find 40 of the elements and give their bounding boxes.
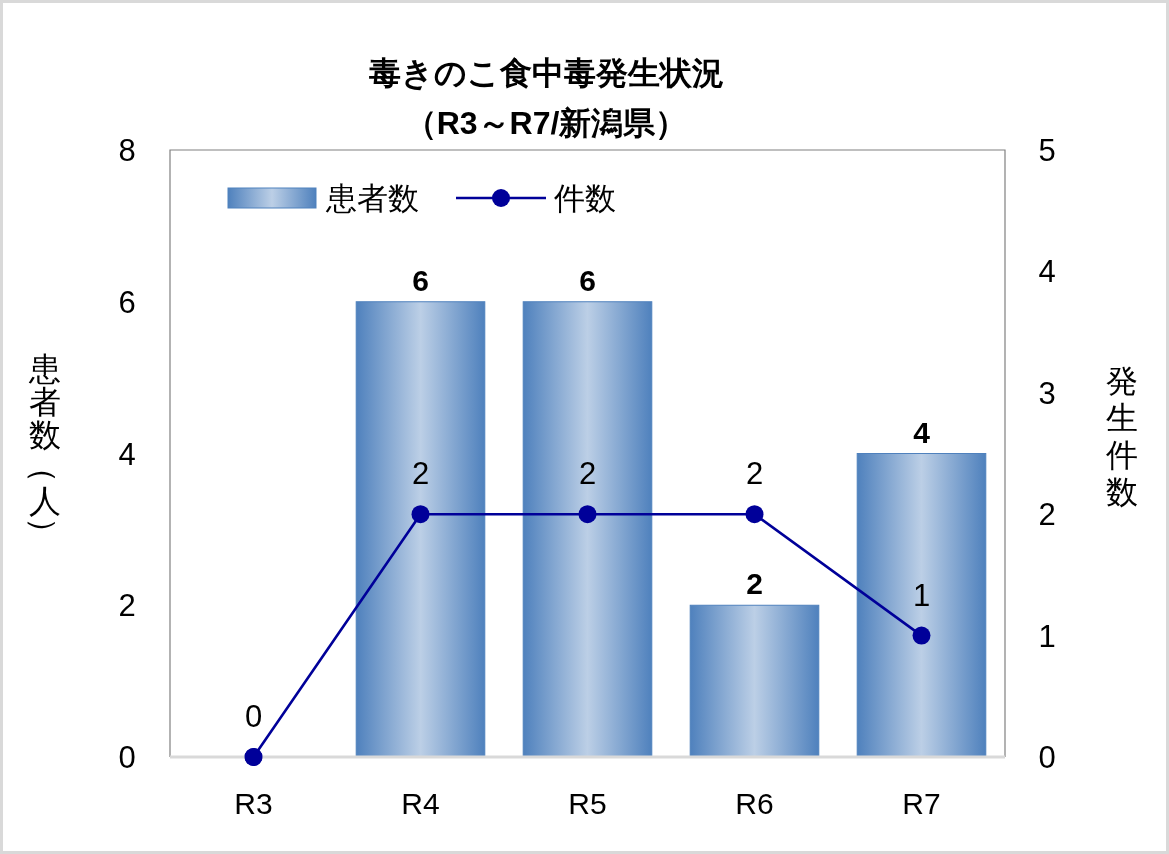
y-tick-label: 4 [118, 436, 136, 472]
y-tick-label: 6 [118, 284, 136, 320]
y2-axis-title: 発生件数 [1106, 362, 1138, 510]
data-label: 1 [912, 577, 931, 613]
data-label: 2 [745, 456, 764, 492]
bar [856, 453, 987, 758]
x-tick-label: R5 [568, 787, 607, 820]
point [912, 626, 931, 645]
y2-tick-label: 4 [1038, 254, 1056, 290]
y2-tick-label: 5 [1038, 133, 1056, 168]
y-tick-label: 2 [118, 588, 136, 624]
data-label: 2 [746, 567, 763, 601]
bar [689, 604, 820, 758]
bar [355, 301, 486, 758]
data-label: 6 [579, 263, 596, 297]
x-tick-label: R4 [401, 787, 440, 820]
x-tick-label: R6 [735, 787, 774, 820]
y2-tick-label: 1 [1038, 618, 1056, 654]
legend-label: 患者数 [325, 181, 419, 216]
chart-title: 毒きのこ食中毒発生状況 [368, 55, 724, 91]
y-tick-label: 8 [118, 133, 136, 168]
x-tick-label: R3 [234, 787, 273, 820]
point [411, 505, 430, 524]
data-label: 2 [578, 456, 597, 492]
data-label: 0 [244, 699, 263, 734]
y2-tick-label: 0 [1038, 740, 1056, 775]
chart-subtitle: （R3～R7/新潟県） [404, 105, 688, 141]
y-axis-title: 患者数（人） [25, 350, 62, 549]
data-label: 2 [411, 456, 430, 492]
y2-tick-label: 2 [1038, 497, 1056, 533]
data-label: 6 [412, 263, 429, 297]
x-tick-label: R7 [902, 787, 941, 820]
point [578, 505, 597, 524]
y2-tick-label: 3 [1038, 375, 1056, 411]
bar [522, 301, 653, 758]
y-tick-label: 0 [118, 740, 136, 775]
point [244, 748, 263, 766]
legend-label: 件数 [554, 181, 616, 216]
data-label: 4 [913, 415, 931, 449]
point [745, 505, 764, 524]
